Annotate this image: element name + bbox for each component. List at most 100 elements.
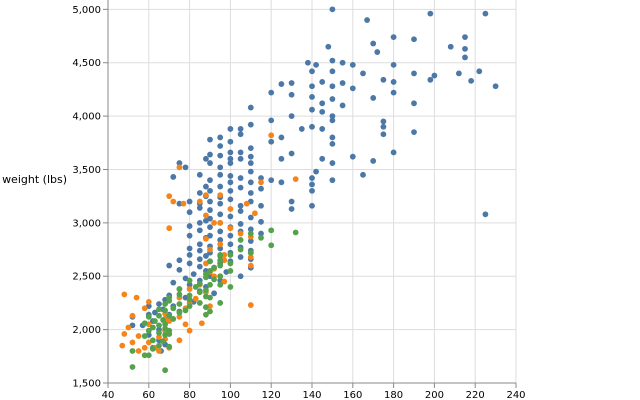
data-point bbox=[186, 198, 193, 205]
data-point bbox=[141, 344, 148, 351]
data-point bbox=[329, 160, 336, 166]
data-point bbox=[462, 34, 468, 41]
data-point bbox=[360, 70, 366, 77]
data-point bbox=[196, 205, 203, 211]
data-point bbox=[380, 123, 387, 130]
data-point bbox=[176, 200, 183, 207]
data-point bbox=[211, 276, 217, 283]
data-point bbox=[207, 308, 213, 315]
data-point bbox=[278, 81, 285, 87]
data-point bbox=[176, 337, 183, 344]
data-point bbox=[482, 10, 489, 17]
data-point bbox=[247, 249, 254, 256]
data-point bbox=[237, 237, 244, 243]
data-point bbox=[237, 155, 244, 162]
data-point bbox=[211, 264, 217, 271]
data-point bbox=[156, 342, 162, 349]
data-point bbox=[182, 164, 189, 171]
data-point bbox=[227, 225, 234, 232]
y-tick-label: 4,000 bbox=[72, 112, 101, 123]
data-point bbox=[411, 70, 417, 77]
data-point bbox=[203, 155, 209, 162]
data-point bbox=[237, 246, 244, 253]
data-point bbox=[227, 172, 234, 179]
data-point bbox=[370, 158, 377, 164]
data-point bbox=[370, 40, 377, 47]
data-point bbox=[313, 61, 319, 68]
data-point bbox=[258, 175, 264, 181]
data-point bbox=[176, 286, 183, 292]
data-point bbox=[217, 134, 224, 141]
data-point bbox=[217, 211, 224, 218]
data-point bbox=[247, 226, 254, 233]
data-point bbox=[268, 242, 275, 249]
data-point bbox=[380, 76, 387, 83]
data-point bbox=[207, 258, 213, 265]
data-point bbox=[227, 241, 234, 248]
data-point bbox=[258, 230, 264, 237]
data-point bbox=[186, 223, 193, 229]
data-point bbox=[162, 301, 169, 307]
data-point bbox=[133, 294, 140, 301]
data-point bbox=[196, 227, 203, 234]
x-tick-label: 240 bbox=[506, 390, 525, 400]
data-point bbox=[339, 102, 346, 109]
data-point bbox=[196, 300, 203, 306]
data-point bbox=[207, 294, 213, 301]
data-point bbox=[217, 241, 224, 248]
data-point bbox=[217, 192, 224, 199]
data-point bbox=[192, 284, 199, 290]
data-point bbox=[227, 155, 234, 162]
data-point bbox=[237, 273, 244, 280]
data-point bbox=[349, 61, 356, 68]
data-point bbox=[170, 279, 177, 286]
data-point bbox=[186, 292, 193, 299]
data-point bbox=[329, 57, 336, 64]
data-point bbox=[149, 337, 156, 344]
data-point bbox=[166, 297, 173, 304]
data-point bbox=[319, 155, 326, 162]
data-point bbox=[237, 221, 244, 227]
data-point bbox=[166, 343, 173, 350]
data-point bbox=[217, 219, 224, 226]
y-axis-title: weight (lbs) bbox=[2, 173, 67, 186]
data-point bbox=[227, 138, 234, 145]
data-point bbox=[207, 177, 213, 184]
data-point bbox=[162, 367, 169, 374]
data-point bbox=[207, 198, 213, 205]
data-point bbox=[288, 206, 295, 212]
data-point bbox=[482, 211, 489, 218]
data-point bbox=[247, 121, 254, 128]
data-point bbox=[411, 36, 417, 43]
data-point bbox=[278, 179, 285, 186]
data-point bbox=[237, 126, 244, 132]
data-point bbox=[227, 196, 234, 203]
data-point bbox=[217, 171, 224, 178]
x-tick-label: 200 bbox=[425, 390, 444, 400]
data-point bbox=[305, 59, 311, 66]
data-point bbox=[121, 291, 128, 298]
data-point bbox=[186, 296, 193, 303]
data-point bbox=[278, 155, 285, 162]
data-point bbox=[176, 301, 183, 307]
data-point bbox=[176, 160, 183, 166]
data-point bbox=[207, 160, 213, 166]
data-point bbox=[207, 136, 213, 143]
data-point bbox=[227, 284, 234, 290]
data-point bbox=[221, 251, 228, 258]
data-point bbox=[329, 83, 336, 90]
data-point bbox=[309, 83, 315, 90]
data-point bbox=[237, 254, 244, 260]
data-point bbox=[462, 54, 468, 61]
data-point bbox=[156, 312, 162, 319]
data-point bbox=[468, 77, 475, 84]
data-point bbox=[227, 251, 234, 258]
data-point bbox=[309, 123, 315, 130]
y-tick-label: 1,500 bbox=[72, 379, 101, 390]
data-point bbox=[129, 348, 136, 354]
data-point bbox=[196, 198, 203, 205]
data-point bbox=[145, 352, 152, 359]
data-point bbox=[374, 49, 381, 55]
data-point bbox=[186, 232, 193, 239]
data-point bbox=[166, 312, 173, 319]
